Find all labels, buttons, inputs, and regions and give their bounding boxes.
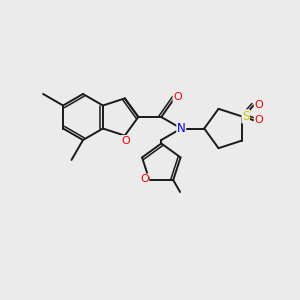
Text: O: O xyxy=(173,92,182,102)
Text: O: O xyxy=(140,174,149,184)
Text: O: O xyxy=(254,115,263,125)
Text: O: O xyxy=(254,100,263,110)
Text: N: N xyxy=(177,122,186,135)
Text: O: O xyxy=(122,136,130,146)
Text: S: S xyxy=(242,110,249,123)
